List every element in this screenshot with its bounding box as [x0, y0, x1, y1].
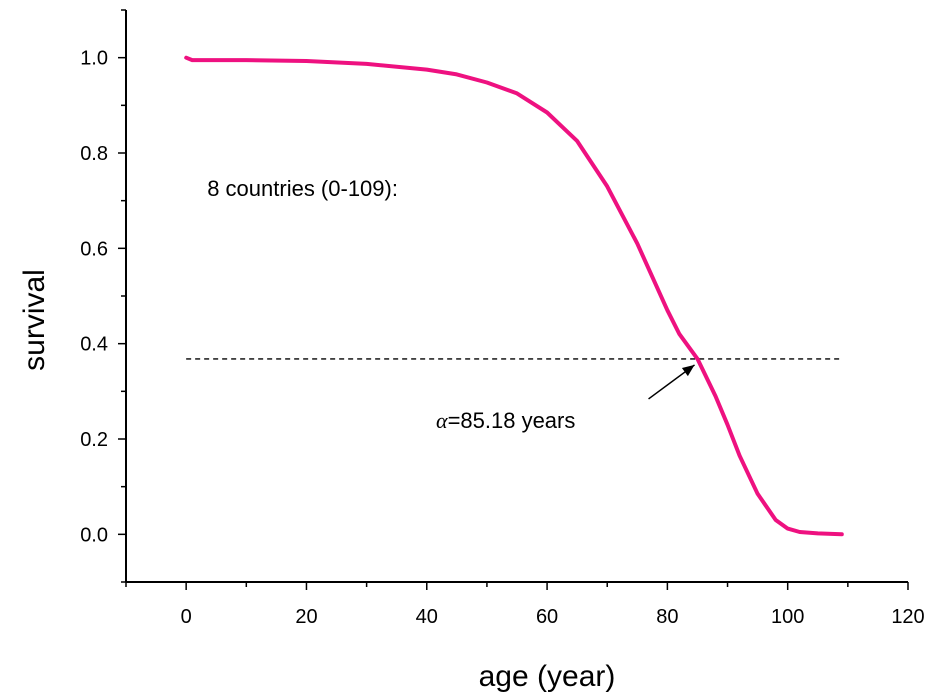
- x-tick-label: 40: [416, 606, 438, 628]
- x-ticks: 0 20 40 60 80 100 120: [125, 582, 925, 628]
- alpha-symbol: α: [436, 408, 448, 433]
- x-tick-label: 0: [181, 606, 192, 628]
- y-tick-label: 0.0: [80, 524, 108, 546]
- alpha-annotation: α=85.18 years: [436, 408, 575, 433]
- axes: 0 20 40 60 80 100 120 0.0 0.2 0.4 0.6 0.8 1.0: [80, 9, 925, 628]
- y-axis-title: survival: [18, 269, 51, 371]
- survival-curve: [184, 55, 844, 537]
- y-tick-label: 0.2: [80, 429, 108, 451]
- x-axis-title: age (year): [479, 660, 616, 693]
- x-tick-label: 120: [891, 606, 924, 628]
- x-tick-label: 100: [771, 606, 804, 628]
- alpha-arrowhead: [681, 364, 695, 377]
- x-tick-label: 60: [536, 606, 558, 628]
- countries-annotation: 8 countries (0-109):: [207, 176, 398, 201]
- x-tick-label: 20: [295, 606, 317, 628]
- y-tick-label: 1.0: [80, 48, 108, 70]
- x-tick-label: 80: [656, 606, 678, 628]
- y-ticks: 0.0 0.2 0.4 0.6 0.8 1.0: [80, 9, 126, 583]
- y-tick-label: 0.4: [80, 334, 108, 356]
- alpha-value-text: =85.18 years: [448, 408, 576, 433]
- y-tick-label: 0.8: [80, 143, 108, 165]
- y-tick-label: 0.6: [80, 238, 108, 260]
